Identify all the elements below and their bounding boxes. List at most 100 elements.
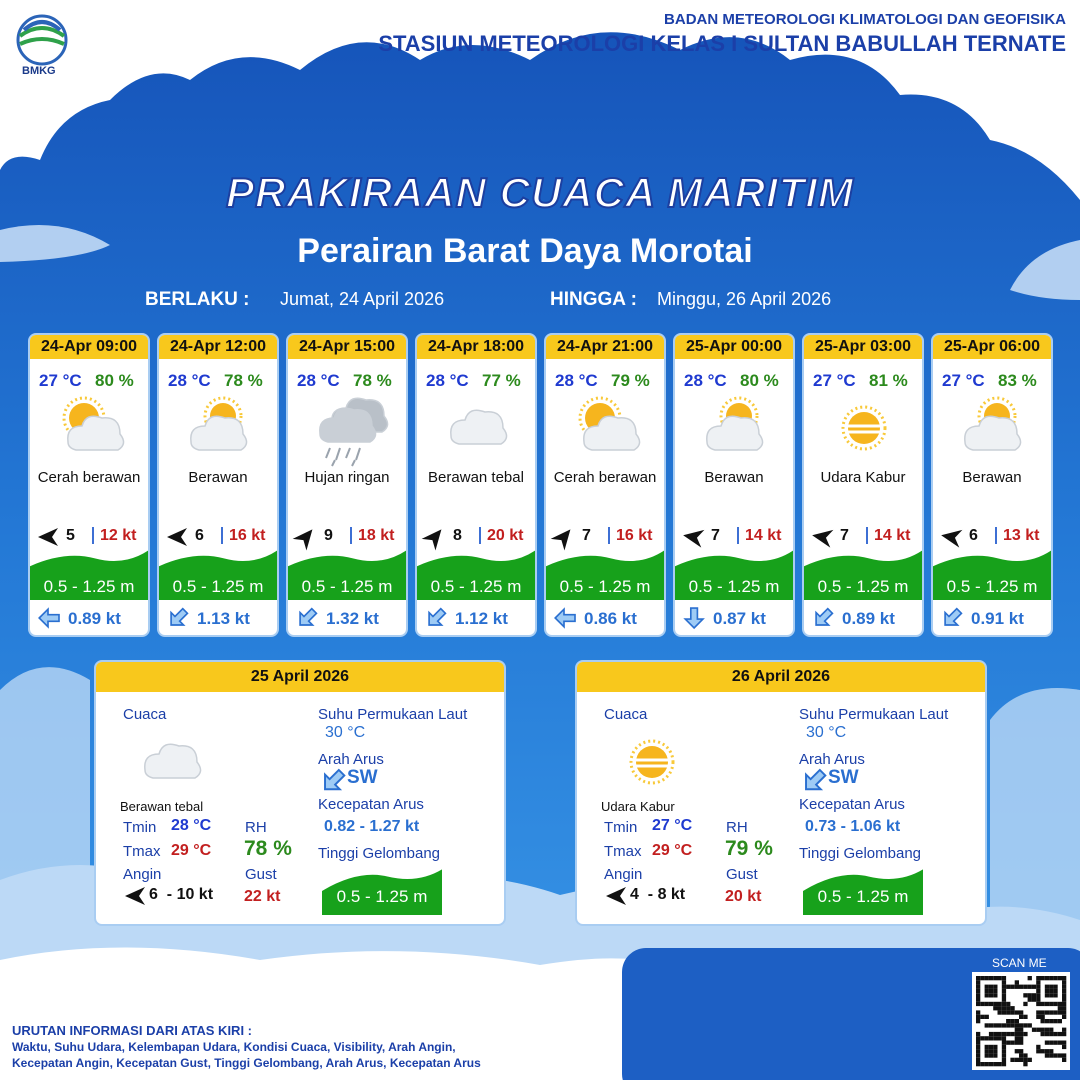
label: Suhu Permukaan Laut [799,706,949,723]
label: Angin [604,866,643,883]
qr-module [997,1031,1002,1037]
qr-module [1006,1010,1011,1015]
qr-module [1057,1010,1062,1015]
qr-module [1044,1019,1050,1024]
qr-module [1053,1010,1058,1015]
cloud [0,225,110,262]
qr-module [1027,993,1032,998]
weather-icon [144,743,202,779]
qr-module [1019,1010,1024,1015]
wave-bg [417,550,535,600]
qr-module [993,984,998,989]
qr-module [1019,1027,1024,1032]
qr-module [1044,1027,1050,1032]
qr-module [1040,1031,1045,1037]
qr-module [1014,1023,1019,1028]
qr-module [1062,1006,1067,1011]
label: Arah Arus [318,751,384,768]
qr-module [976,1057,981,1062]
qr-module [1044,1053,1050,1058]
qr-module [1062,993,1067,998]
label: Kecepatan Arus [318,796,424,813]
qr-module [1006,1006,1011,1011]
label: Tmax [123,843,161,860]
qr-module [976,993,981,998]
qr-module [1014,1027,1019,1032]
qr-module [1010,984,1015,989]
qr-module [1053,1031,1058,1037]
qr-module [1036,1049,1041,1054]
wind-speed: 5 [66,527,75,544]
current-speed: 0.87 kt [713,609,766,628]
qr-module [988,1031,994,1037]
separator [350,527,352,544]
card-header [288,335,406,359]
qr-module [1062,1027,1067,1032]
qr-module [1053,984,1058,989]
qr-module [1053,976,1058,981]
qr-module [1036,1044,1041,1050]
qr-module [1014,1019,1019,1024]
qr-module [1062,1010,1067,1015]
wave-bg [546,550,664,600]
cloud-shape [964,415,1022,451]
qr-module [1036,1001,1041,1007]
label: Suhu Permukaan Laut [318,706,468,723]
temperature: 27 °C [813,371,856,390]
wave-shape [933,550,1051,600]
wind-speed: 7 [711,527,720,544]
wind-arrow [812,529,834,548]
arrow-shape [421,529,442,551]
tmin: 28 °C [171,817,212,834]
cloud [0,667,90,900]
qr-module [1044,1031,1050,1037]
qr-module [1062,1001,1067,1007]
wave-height: 0.5 - 1.25 m [336,887,428,906]
arrow-shape [125,887,145,905]
qr-module [984,1023,989,1028]
gust: 16 kt [229,527,266,544]
qr-module [988,1049,994,1054]
qr-module [976,1014,981,1019]
qr-module [984,1001,989,1007]
humidity: 81 % [869,371,908,390]
wind-arrow [125,887,145,905]
weather-icon [964,396,1022,451]
qr-module [997,1010,1002,1015]
card-header [675,335,793,359]
arrow-shape [170,607,189,626]
qr-module [1023,1062,1028,1067]
qr-module [988,1044,994,1050]
sun [636,746,668,778]
qr-module [976,1031,981,1037]
qr-module [980,976,985,981]
qr-module [997,976,1002,981]
qr-module [993,976,998,981]
qr-module [976,1049,981,1054]
qr-module [1006,1040,1011,1045]
arrow-shape [38,607,60,629]
qr-module [1001,1036,1007,1041]
qr-module [1031,993,1037,998]
label: RH [726,819,748,836]
weather: Hujan ringan [304,469,390,486]
qr-module [1057,1001,1062,1007]
qr-module [1006,1001,1011,1007]
qr-module [1057,1006,1062,1011]
qr-module [1019,1036,1024,1041]
current-range: 0.73 - 1.06 kt [805,818,901,835]
qr-module [1001,976,1007,981]
from-date: Jumat, 24 April 2026 [280,289,445,309]
humidity: 83 % [998,371,1037,390]
qr-module [1019,1023,1024,1028]
arrow-shape [812,529,834,548]
qr-module [1062,1053,1067,1058]
qr-module [1014,980,1019,985]
label: Kecepatan Arus [799,796,905,813]
time: 24-Apr 21:00 [556,338,654,355]
qr-module [1062,1040,1067,1045]
wave-shape [159,550,277,600]
wave-bg [288,550,406,600]
qr-module [1019,984,1024,989]
wind-speed: 6 [969,527,978,544]
